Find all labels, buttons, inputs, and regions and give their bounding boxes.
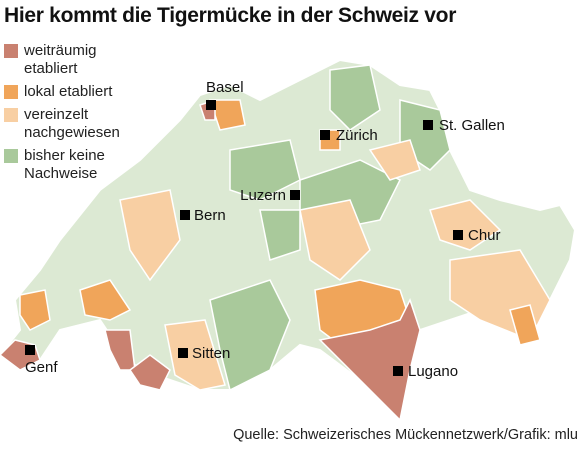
region <box>318 298 421 422</box>
region <box>164 319 226 391</box>
legend-label: bisher keine Nachweise <box>24 147 105 182</box>
legend-item: bisher keine Nachweise <box>4 147 144 183</box>
city-label: Bern <box>194 207 226 224</box>
region <box>79 279 132 321</box>
legend-item: vereinzelt nachgewiesen <box>4 106 144 142</box>
city-label: Lugano <box>408 363 458 380</box>
region <box>259 209 301 261</box>
region <box>329 64 381 131</box>
city-label: Chur <box>468 227 501 244</box>
city-marker <box>393 366 403 376</box>
legend-swatch <box>4 85 18 99</box>
region <box>209 279 291 392</box>
city-marker <box>453 230 463 240</box>
region <box>119 189 181 282</box>
region <box>299 199 371 281</box>
legend-label: vereinzelt nachgewiesen <box>24 106 120 141</box>
map-title: Hier kommt die Tigermücke in der Schweiz… <box>4 4 457 27</box>
legend-swatch <box>4 149 18 163</box>
legend: weiträumig etabliert lokal etabliert verei… <box>4 42 144 188</box>
legend-swatch <box>4 108 18 122</box>
city-label: Genf <box>25 359 58 376</box>
region <box>208 99 246 131</box>
city-marker <box>25 345 35 355</box>
city-label: Sitten <box>192 345 230 362</box>
region <box>104 329 136 371</box>
city-marker <box>206 100 216 110</box>
city-label: Basel <box>206 79 244 96</box>
legend-item: weiträumig etabliert <box>4 42 144 78</box>
city-marker <box>290 190 300 200</box>
city-marker <box>423 120 433 130</box>
region <box>509 304 541 346</box>
region <box>128 354 171 391</box>
city-label: St. Gallen <box>439 117 505 134</box>
region <box>429 199 502 251</box>
city-marker <box>180 210 190 220</box>
legend-item: lokal etabliert <box>4 83 144 101</box>
city-marker <box>178 348 188 358</box>
legend-swatch <box>4 44 18 58</box>
city-marker <box>320 130 330 140</box>
region <box>19 289 51 331</box>
source: Quelle: Schweizerisches Mückennetzwerk/G… <box>233 427 578 443</box>
city-label: Luzern <box>240 187 286 204</box>
region <box>229 139 301 201</box>
legend-label: weiträumig etabliert <box>24 42 97 77</box>
legend-label: lokal etabliert <box>24 83 113 100</box>
city-label: Zürich <box>336 127 378 144</box>
region <box>368 139 421 181</box>
